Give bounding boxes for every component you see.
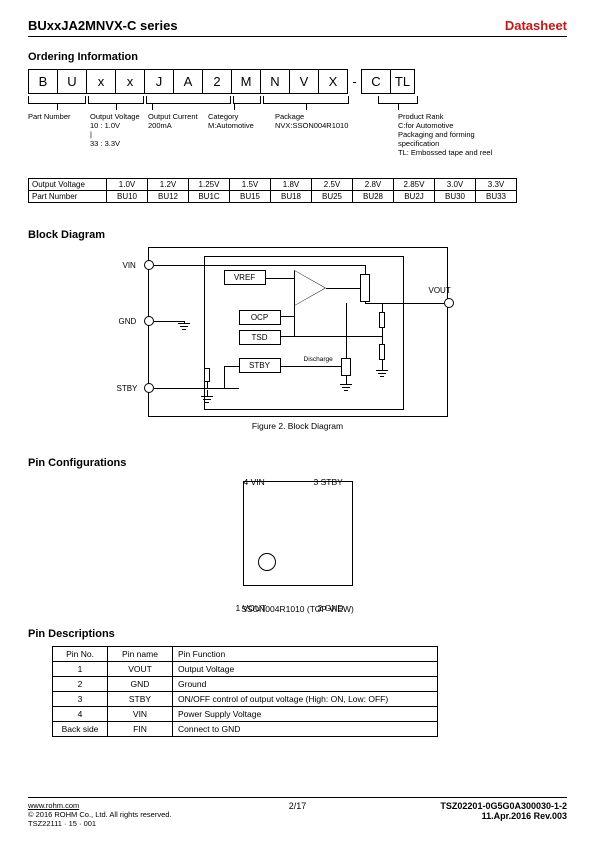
br-cat-l1: M:Automotive [208,121,254,130]
gnd-symbol-3 [201,396,213,403]
gnd-symbol-2 [376,370,388,377]
ord-C: C [362,70,391,94]
gnd-symbol-4 [340,384,352,391]
br-rank-l1: C:for Automotive [398,121,453,130]
ordering-code-table: B U x x J A 2 M N V X - C TL [28,69,415,94]
footer-page: 2/17 [289,801,307,811]
page-footer: www.rohm.com © 2016 ROHM Co., Ltd. All r… [28,797,567,828]
br-rank-l3: specification [398,139,439,148]
br-rank-l2: Packaging and forming [398,130,475,139]
section-pindesc: Pin Descriptions [28,628,567,640]
ord-X: X [319,70,348,94]
section-pincfg: Pin Configurations [28,457,567,469]
ord-U: U [58,70,87,94]
br-rank-title: Product Rank [398,112,443,121]
vref-box: VREF [224,270,266,285]
footer-url: www.rohm.com [28,801,172,810]
vin-label: VIN [123,261,136,270]
gnd-terminal [144,316,154,326]
ocp-box: OCP [239,310,281,325]
block-caption: Figure 2. Block Diagram [28,421,567,431]
series-title: BUxxJA2MNVX-C series [28,18,178,33]
ord-dash: - [348,70,362,94]
discharge-label: Discharge [304,356,333,363]
voltage-part-table: Output Voltage 1.0V 1.2V 1.25V 1.5V 1.8V… [28,178,517,203]
vtbl-h1: Output Voltage [29,179,107,191]
br-rank-l4: TL: Embossed tape and reel [398,148,492,157]
stby-label: STBY [117,384,138,393]
discharge-fet-icon [341,358,351,376]
br-outv-l3: 33 : 3.3V [90,139,120,148]
ord-A: A [174,70,203,94]
pincfg-caption: SSON004R1010 (TOP VIEW) [28,604,567,614]
block-diagram: VIN GND STBY VOUT VREF OCP TSD STBY [148,247,448,417]
br-outv-l2: | [90,130,92,139]
gnd-symbol [178,323,190,330]
resistor-top-icon [379,312,385,328]
ord-N: N [261,70,290,94]
pin-description-table: Pin No. Pin name Pin Function 1VOUTOutpu… [52,646,438,737]
br-pkg-l1: NVX:SSON004R1010 [275,121,348,130]
ordering-brackets: Part Number Output Voltage 10 : 1.0V | 3… [28,96,567,176]
footer-doc: TSZ02201-0G5G0A300030-1-2 [440,801,567,811]
br-cat-title: Category [208,112,238,121]
stby-pulldown-icon [204,368,210,382]
error-amp-icon [294,270,326,306]
pd-h2: Pin name [108,647,173,662]
pin2-label: 2 GND [318,603,344,613]
package-outline [243,481,353,586]
br-outv-title: Output Voltage [90,112,140,121]
tsd-box: TSD [239,330,281,345]
footer-copyright: © 2016 ROHM Co., Ltd. All rights reserve… [28,810,172,819]
br-pkg-title: Package [275,112,304,121]
vtbl-h2: Part Number [29,191,107,203]
ord-TL: TL [391,70,415,94]
vout-terminal [444,298,454,308]
br-outc-l1: 200mA [148,121,172,130]
pass-fet-icon [360,274,370,302]
ord-J: J [145,70,174,94]
datasheet-label: Datasheet [505,18,567,33]
vin-terminal [144,260,154,270]
ord-B: B [29,70,58,94]
pin1-label: 1 VOUT [236,603,267,613]
footer-code: TSZ22111 · 15 · 001 [28,819,172,828]
br-partnum: Part Number [28,112,71,121]
pd-h3: Pin Function [173,647,438,662]
vout-label: VOUT [429,286,451,295]
pd-h1: Pin No. [53,647,108,662]
stby-terminal [144,383,154,393]
resistor-bottom-icon [379,344,385,360]
stby-box: STBY [239,358,281,373]
ord-2: 2 [203,70,232,94]
pin1-marker-icon [258,553,276,571]
br-outc-title: Output Current [148,112,198,121]
ord-x1: x [87,70,116,94]
ord-x2: x [116,70,145,94]
br-outv-l1: 10 : 1.0V [90,121,120,130]
ord-M: M [232,70,261,94]
footer-date: 11.Apr.2016 Rev.003 [440,811,567,821]
section-ordering: Ordering Information [28,51,567,63]
gnd-label: GND [119,317,137,326]
ord-V: V [290,70,319,94]
section-block: Block Diagram [28,229,567,241]
